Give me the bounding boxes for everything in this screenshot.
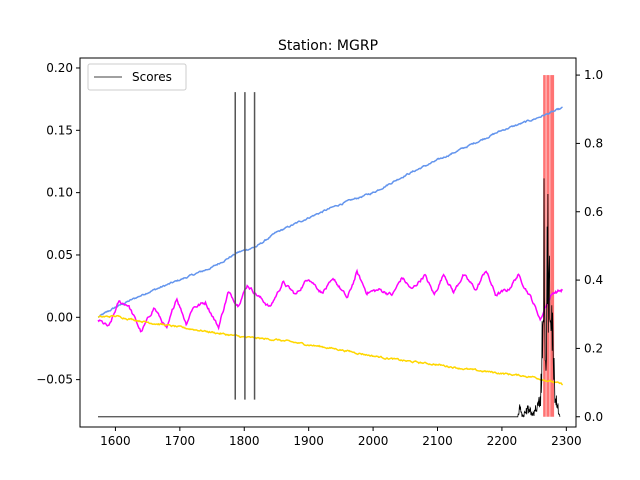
y-right-tick-label: 1.0: [584, 68, 603, 82]
legend: Scores: [87, 63, 187, 91]
y-left-tick-label: 0.10: [46, 186, 73, 200]
highlight-span-3: [550, 75, 555, 417]
chart-title: Station: MGRP: [278, 38, 378, 54]
y-axis-left: −0.05 0.00 0.05 0.10 0.15 0.20: [36, 61, 80, 387]
y-left-tick-label: 0.20: [46, 61, 73, 75]
x-tick-label: 2000: [358, 434, 389, 448]
x-tick-label: 2300: [551, 434, 582, 448]
y-left-tick-label: 0.15: [46, 123, 73, 137]
x-tick-label: 1900: [293, 434, 324, 448]
y-left-tick-label: −0.05: [36, 373, 73, 387]
y-left-tick-label: 0.05: [46, 248, 73, 262]
x-tick-label: 1600: [100, 434, 131, 448]
axes-frame: [79, 57, 577, 428]
y-right-tick-label: 0.2: [584, 341, 603, 355]
y-right-tick-label: 0.6: [584, 205, 603, 219]
series-line-gold: [97, 314, 564, 386]
series-line-magenta: [97, 268, 564, 333]
plot-elements: [97, 75, 564, 418]
legend-label-scores: Scores: [132, 70, 172, 84]
y-right-tick-label: 0.0: [584, 410, 603, 424]
series-line-blue: [97, 106, 563, 318]
y-axis-right: 0.0 0.2 0.4 0.6 0.8 1.0: [576, 68, 603, 424]
legend-box: [87, 63, 187, 91]
y-left-tick-label: 0.00: [46, 310, 73, 324]
x-tick-label: 2200: [487, 434, 518, 448]
y-right-tick-label: 0.4: [584, 273, 603, 287]
x-tick-label: 1700: [165, 434, 196, 448]
y-right-tick-label: 0.8: [584, 136, 603, 150]
x-tick-label: 2100: [422, 434, 453, 448]
x-tick-label: 1800: [229, 434, 260, 448]
x-axis: 1600 1700 1800 1900 2000 2100 2200 2300: [100, 427, 582, 448]
series-line-scores: [98, 178, 561, 418]
